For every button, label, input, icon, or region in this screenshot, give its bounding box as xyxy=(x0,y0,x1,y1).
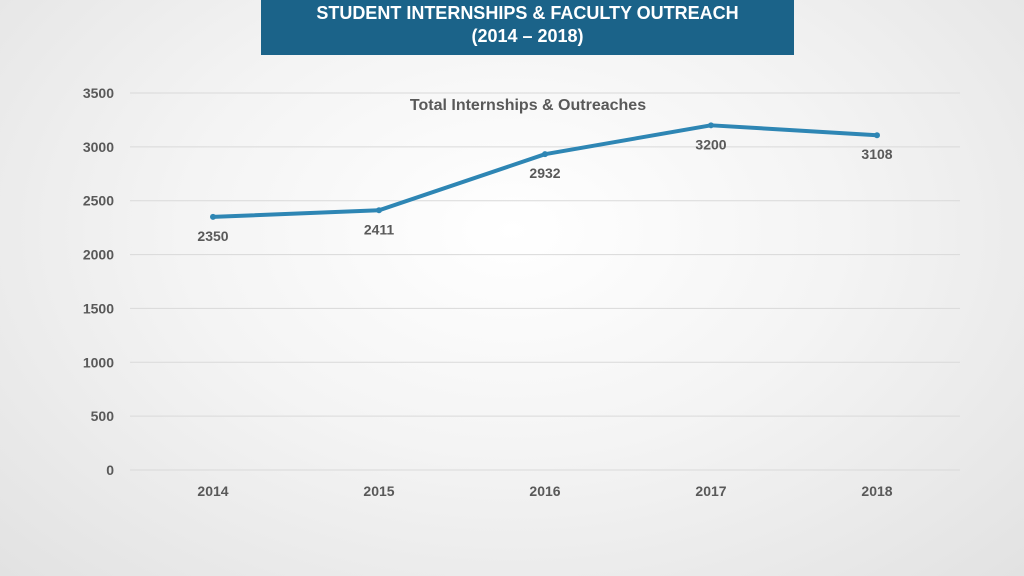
x-tick-label: 2015 xyxy=(363,483,394,499)
y-axis-ticks: 0 500 1000 1500 2000 2500 3000 3500 xyxy=(83,85,114,478)
chart-title: Total Internships & Outreaches xyxy=(410,97,646,114)
data-point xyxy=(874,132,880,139)
data-labels: 2350 2411 2932 3200 3108 xyxy=(197,136,892,244)
x-axis-ticks: 2014 2015 2016 2017 2018 xyxy=(197,483,892,499)
y-tick-label: 500 xyxy=(91,408,115,424)
data-label: 3108 xyxy=(861,146,892,162)
y-tick-label: 0 xyxy=(106,462,114,478)
y-tick-label: 1000 xyxy=(83,354,114,370)
data-point xyxy=(376,207,382,214)
slide-title-line1: STUDENT INTERNSHIPS & FACULTY OUTREACH xyxy=(316,3,739,23)
x-tick-label: 2014 xyxy=(197,483,228,499)
data-label: 2350 xyxy=(197,228,228,244)
slide-title-line2: (2014 – 2018) xyxy=(471,26,584,46)
x-tick-label: 2017 xyxy=(695,483,726,499)
gridlines xyxy=(130,92,960,471)
data-point xyxy=(708,122,714,129)
series-layer xyxy=(210,122,880,220)
y-tick-label: 3000 xyxy=(83,139,114,155)
data-label: 2932 xyxy=(529,165,560,181)
x-tick-label: 2016 xyxy=(529,483,560,499)
slide-title-banner: STUDENT INTERNSHIPS & FACULTY OUTREACH (… xyxy=(261,0,794,55)
y-tick-label: 2500 xyxy=(83,193,114,209)
data-point xyxy=(542,151,548,158)
data-label: 3200 xyxy=(695,136,726,152)
data-label: 2411 xyxy=(364,221,395,237)
y-tick-label: 3500 xyxy=(83,85,114,101)
data-point xyxy=(210,213,216,220)
x-tick-label: 2018 xyxy=(861,483,892,499)
y-tick-label: 2000 xyxy=(83,247,114,263)
y-tick-label: 1500 xyxy=(83,300,114,316)
